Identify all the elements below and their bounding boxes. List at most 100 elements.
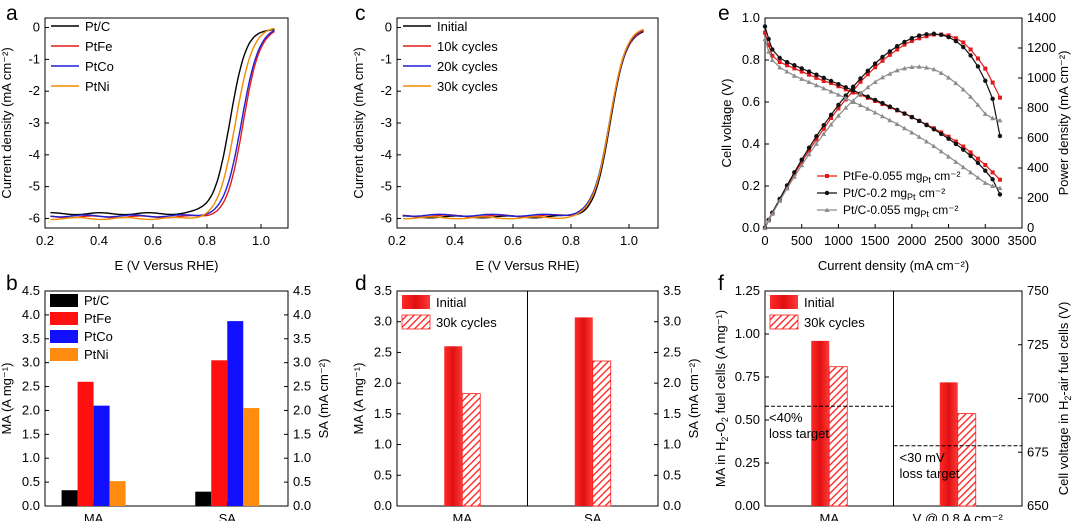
x-tick-label: 1000 (824, 233, 853, 248)
legend-swatch (769, 314, 799, 330)
data-point (916, 134, 922, 139)
y-tick-label: 1.25 (735, 283, 760, 298)
y-tick-label-right: 725 (1027, 337, 1049, 352)
data-point (835, 113, 841, 118)
data-point (806, 151, 812, 157)
data-point (975, 102, 981, 107)
data-point (887, 49, 893, 54)
data-point (858, 79, 863, 84)
y-tick-label: 0.8 (742, 52, 760, 67)
target-label: <30 mV (900, 450, 945, 465)
data-point (850, 84, 856, 89)
data-point (879, 113, 885, 119)
data-point (791, 174, 797, 179)
panel-label: b (6, 272, 18, 295)
data-point (887, 104, 893, 109)
x-tick-label: 0.8 (562, 233, 580, 248)
data-point (983, 163, 988, 167)
bar (444, 346, 463, 506)
bar (574, 317, 593, 506)
y-tick-label-right: 3.5 (663, 283, 681, 298)
legend-label: 30k cycles (437, 79, 498, 94)
data-point (894, 107, 900, 113)
data-point (983, 78, 988, 84)
data-point (953, 38, 959, 44)
bar (828, 366, 848, 507)
y-tick-label: -5 (28, 179, 40, 194)
y-tick-label-right: 0 (1027, 220, 1034, 235)
data-point (894, 67, 900, 73)
x-tick-label: 0 (761, 233, 768, 248)
y-tick-label: 2.5 (22, 379, 40, 394)
data-point (835, 92, 841, 97)
data-point (784, 59, 790, 65)
data-point (968, 53, 973, 58)
y-axis-label-right: Cell voltage in H2-air fuel cells (V) (1056, 302, 1073, 496)
bar (243, 408, 260, 506)
data-point (983, 168, 988, 173)
data-point (997, 177, 1002, 182)
data-point (769, 57, 775, 62)
panel-label: e (718, 2, 730, 25)
data-point (829, 116, 834, 121)
data-point (873, 65, 878, 70)
voltage-line (764, 38, 1001, 189)
bar (109, 481, 126, 506)
data-point (917, 118, 922, 124)
target-label: <40% (769, 410, 803, 425)
data-point (960, 86, 966, 92)
bar (211, 360, 228, 506)
data-point (902, 39, 907, 45)
y-tick-label-right: 0.0 (293, 498, 311, 513)
panel-b: 0.0 0.0 0.5 0.5 1.0 1.0 1.5 1.5 2.0 2.0 2.5 2.5 3.0 3… (0, 283, 331, 521)
x-tick-label: 0.8 (198, 233, 216, 248)
data-point (968, 153, 973, 159)
y-tick-label-right: 4.0 (293, 307, 311, 322)
x-tick-label: 0.6 (144, 233, 162, 248)
data-point (946, 75, 952, 80)
power-line (764, 33, 1001, 229)
y-tick-label: 3.0 (22, 355, 40, 370)
y-tick-label: 3.0 (374, 314, 392, 329)
data-point (872, 110, 878, 115)
data-point (990, 96, 995, 101)
legend-label: 20k cycles (437, 59, 498, 74)
x-tick-label: 0.4 (446, 233, 464, 248)
data-point (909, 38, 914, 43)
data-point (887, 117, 893, 123)
data-point (902, 125, 908, 131)
data-point (799, 162, 805, 168)
x-tick-label: 1500 (861, 233, 890, 248)
x-tick-label: 3000 (971, 233, 1000, 248)
data-point (807, 148, 812, 153)
data-point (990, 183, 996, 188)
data-point (769, 211, 775, 216)
data-point (880, 58, 885, 63)
data-point (785, 63, 790, 68)
legend-label: Pt/C-0.055 mgPt cm⁻² (843, 203, 959, 219)
plot-frame (764, 17, 1023, 229)
data-point (961, 44, 966, 50)
target-label: loss target (769, 426, 829, 441)
y-axis-label-right: SA (mA cm⁻²) (686, 359, 701, 439)
data-point (939, 131, 944, 137)
data-point (902, 65, 908, 71)
data-point (784, 69, 790, 74)
data-point (960, 164, 966, 170)
data-point (887, 52, 892, 57)
x-tick-label: 3500 (1008, 233, 1037, 248)
data-point (909, 114, 915, 120)
data-point (821, 123, 826, 128)
y-tick-label-right: 750 (1027, 283, 1049, 298)
data-point (953, 141, 959, 147)
y-axis-label-right: Power density (mA cm⁻²) (1056, 51, 1071, 196)
target-label: loss target (900, 466, 960, 481)
y-tick-label-right: 1400 (1027, 10, 1056, 25)
data-point (931, 143, 937, 149)
data-point (982, 111, 988, 116)
y-tick-label-right: 400 (1027, 160, 1049, 175)
x-tick-label: MA (453, 511, 473, 521)
legend-label: PtCo (85, 59, 114, 74)
data-point (894, 121, 900, 127)
data-point (813, 141, 819, 146)
